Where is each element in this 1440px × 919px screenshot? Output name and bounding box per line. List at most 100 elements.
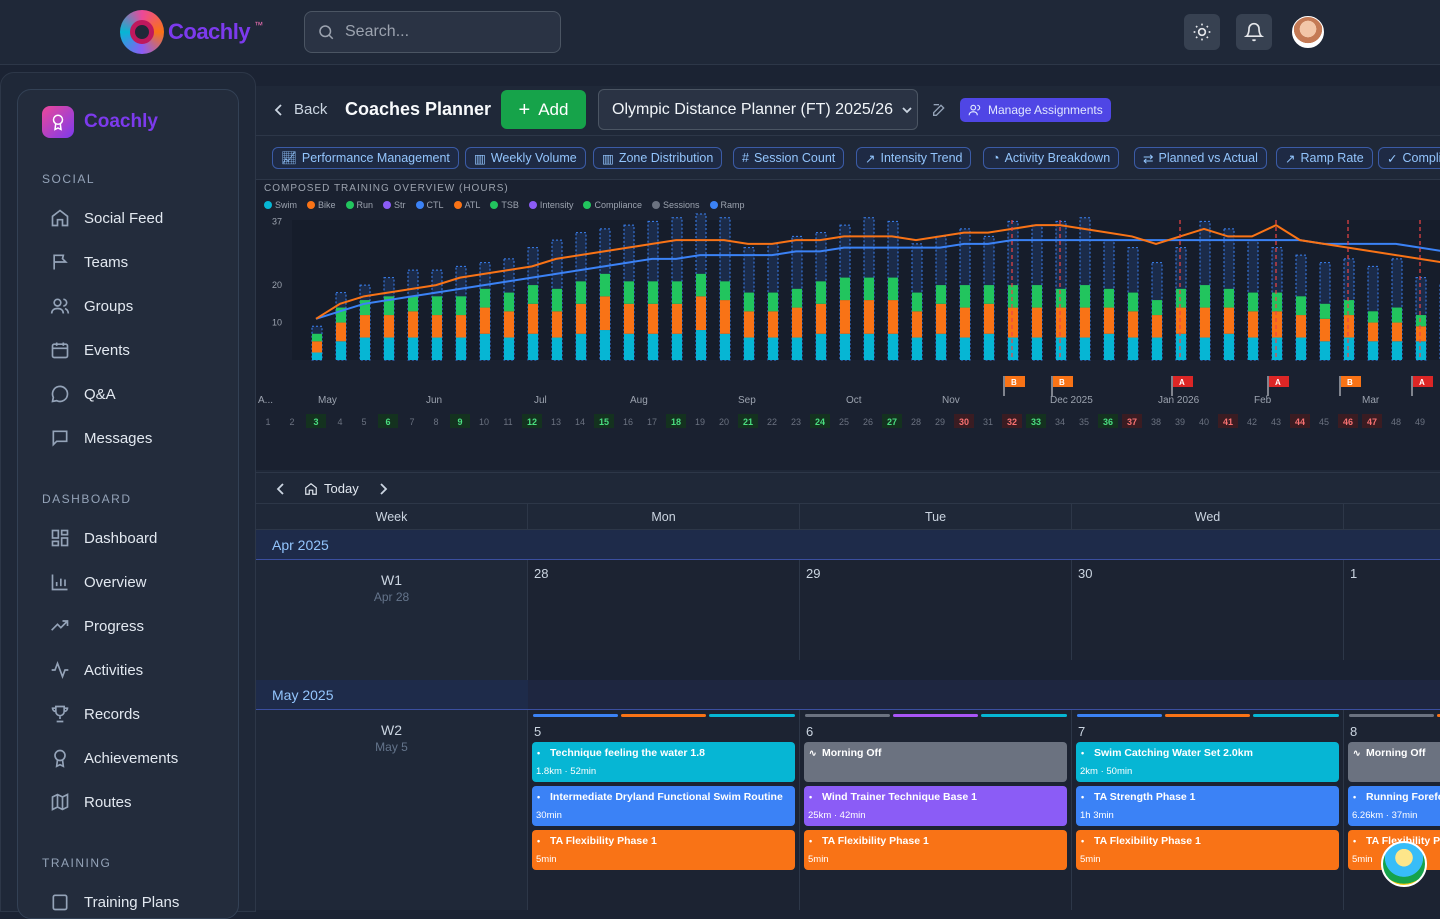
day-cell-mon[interactable]: 5 • Technique feeling the water 1.8 1.8km … <box>528 710 800 910</box>
run-bar <box>1392 307 1402 323</box>
week-cell-w2[interactable]: W2 May 5 <box>256 710 528 910</box>
week-number: 7 <box>409 417 414 427</box>
add-button[interactable]: + Add <box>501 90 586 129</box>
workout-card[interactable]: • Running Forefo 6.26km · 37min <box>1348 786 1440 826</box>
chip-ramp-rate[interactable]: ↗ Ramp Rate <box>1276 147 1373 169</box>
prev-week-button[interactable] <box>276 482 286 500</box>
week-cell-w1[interactable]: W1 Apr 28 <box>256 560 528 682</box>
back-button[interactable]: Back <box>274 101 327 118</box>
legend-item[interactable]: Compliance <box>583 200 642 210</box>
sidebar-brand[interactable]: Coachly <box>42 106 158 138</box>
workout-card[interactable]: • Wind Trainer Technique Base 1 25km · 42m… <box>804 786 1067 826</box>
sidebar-item-activities[interactable]: Activities <box>50 658 143 682</box>
day-cell-tue[interactable]: 6 ∿ Morning Off • Wind Trainer Technique Ba… <box>800 710 1072 910</box>
sidebar-item-records[interactable]: Records <box>50 702 140 726</box>
month-row-apr: Apr 2025 <box>256 530 1440 560</box>
workout-card[interactable]: • Intermediate Dryland Functional Swim Ro… <box>532 786 795 826</box>
day-cell[interactable]: 1 <box>1344 560 1440 660</box>
sidebar-item-groups[interactable]: Groups <box>50 294 133 318</box>
week-highlight <box>1122 414 1142 428</box>
sport-stripe <box>1437 714 1440 717</box>
header-tue: Tue <box>800 504 1072 529</box>
chip-planned-vs-actual[interactable]: ⇄ Planned vs Actual <box>1134 147 1267 169</box>
sidebar-item-qa[interactable]: Q&A <box>50 382 116 406</box>
swim-bar <box>504 337 514 360</box>
workout-card[interactable]: • TA Flexibility Phase 1 5min <box>532 830 795 870</box>
workout-card[interactable]: ∿ Morning Off <box>804 742 1067 782</box>
notifications-button[interactable] <box>1236 14 1272 50</box>
run-bar <box>456 296 466 316</box>
sidebar-item-label: Progress <box>84 617 145 635</box>
search-box[interactable] <box>304 11 561 53</box>
chip-session-count[interactable]: # Session Count <box>733 147 845 169</box>
page-title: Coaches Planner <box>345 99 492 119</box>
run-bar <box>1272 292 1282 312</box>
workout-meta: 1.8km · 52min <box>536 766 597 777</box>
app-logo[interactable]: Coachly ™ <box>120 10 263 54</box>
legend-item[interactable]: Intensity <box>528 200 573 210</box>
award-icon <box>54 749 66 768</box>
chip-weekly-volume[interactable]: ▥ Weekly Volume <box>465 147 586 169</box>
sidebar-item-messages[interactable]: Messages <box>50 426 152 450</box>
search-input[interactable] <box>345 23 535 41</box>
legend-item[interactable]: Run <box>345 200 373 210</box>
sidebar-item-achievements[interactable]: Achievements <box>50 746 178 770</box>
theme-toggle-button[interactable] <box>1184 14 1220 50</box>
day-cell[interactable]: 28 <box>528 560 800 660</box>
sidebar-item-events[interactable]: Events <box>50 338 130 362</box>
week-highlight <box>1218 414 1238 428</box>
assistant-bubble-button[interactable] <box>1381 841 1427 887</box>
legend-item[interactable]: ATL <box>453 200 480 210</box>
legend-item[interactable]: Bike <box>307 200 336 210</box>
sidebar-item-dashboard[interactable]: Dashboard <box>50 526 157 550</box>
chip-label: Weekly Volume <box>490 151 577 165</box>
sport-stripe <box>1253 714 1339 717</box>
day-cell[interactable]: 29 <box>800 560 1072 660</box>
workout-title: TA Strength Phase 1 <box>1094 791 1196 803</box>
chip-zone-distribution[interactable]: ▥ Zone Distribution <box>593 147 723 169</box>
legend-item[interactable]: CTL <box>415 200 444 210</box>
sidebar-item-training-plans[interactable]: Training Plans <box>50 890 179 914</box>
week-highlight <box>954 414 974 428</box>
sidebar-item-social-feed[interactable]: Social Feed <box>50 206 163 230</box>
workout-card[interactable]: • TA Flexibility Phase 1 5min <box>804 830 1067 870</box>
chip-intensity-trend[interactable]: ↗ Intensity Trend <box>856 147 972 169</box>
chip-performance-management[interactable]: 📈︎ Performance Management <box>272 147 459 169</box>
workout-card[interactable]: • TA Strength Phase 1 1h 3min <box>1076 786 1339 826</box>
legend-item[interactable]: Str <box>383 200 406 210</box>
chat-bubble-icon <box>51 385 69 403</box>
manage-assignments-button[interactable]: Manage Assignments <box>960 98 1111 122</box>
legend-item[interactable]: Swim <box>264 200 297 210</box>
month-label: Feb <box>1254 395 1272 406</box>
day-cell-wed[interactable]: 7 • Swim Catching Water Set 2.0km 2km · 50… <box>1072 710 1344 910</box>
race-flag-label: B <box>1059 378 1065 387</box>
legend-item[interactable]: Sessions <box>651 200 700 210</box>
user-avatar[interactable] <box>1292 16 1324 48</box>
workout-card[interactable]: • Swim Catching Water Set 2.0km 2km · 50mi… <box>1076 742 1339 782</box>
edit-icon[interactable] <box>931 102 947 118</box>
workout-meta: 30min <box>536 810 562 821</box>
bike-bar <box>912 311 922 338</box>
race-flag <box>1413 376 1433 387</box>
sidebar-item-overview[interactable]: Overview <box>50 570 147 594</box>
race-flag-label: B <box>1347 378 1353 387</box>
next-week-button[interactable] <box>378 482 388 500</box>
workout-card[interactable]: • TA Flexibility Phase 1 5min <box>1076 830 1339 870</box>
sidebar-item-teams[interactable]: Teams <box>50 250 128 274</box>
day-cell[interactable]: 30 <box>1072 560 1344 660</box>
workout-card[interactable]: ∿ Morning Off <box>1348 742 1440 782</box>
planner-select[interactable]: Olympic Distance Planner (FT) 2025/26 <box>598 89 918 130</box>
week-highlight <box>1002 414 1022 428</box>
chip-compliance[interactable]: ✓ Compliance <box>1378 147 1440 169</box>
week-number: 18 <box>671 417 681 427</box>
bike-bar <box>384 315 394 338</box>
today-button[interactable]: Today <box>304 481 359 496</box>
sidebar-item-progress[interactable]: Progress <box>50 614 144 638</box>
chip-activity-breakdown[interactable]: ◔ Activity Breakdown <box>983 147 1120 169</box>
legend-item[interactable]: TSB <box>490 200 519 210</box>
workout-card[interactable]: • Technique feeling the water 1.8 1.8km · … <box>532 742 795 782</box>
sport-icon: • <box>537 836 541 846</box>
legend-item[interactable]: Ramp <box>709 200 745 210</box>
sidebar-item-routes[interactable]: Routes <box>50 790 132 814</box>
swim-bar <box>1320 341 1330 360</box>
